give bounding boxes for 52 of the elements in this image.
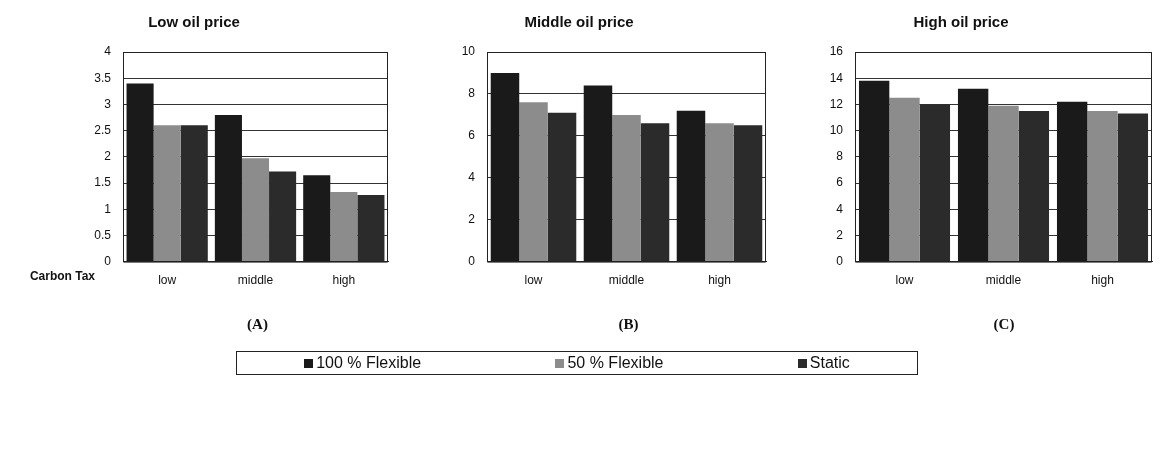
bar: [153, 125, 181, 262]
bar: [705, 123, 734, 262]
y-tick-label: 14: [829, 70, 844, 85]
y-tick-label: 0: [468, 253, 476, 268]
x-axis-title: Carbon Tax: [29, 268, 96, 283]
legend-label: 100 % Flexible: [315, 354, 422, 372]
chart-title: High oil price: [913, 13, 1009, 31]
y-tick-label: 4: [836, 201, 844, 216]
y-tick-label: 0: [836, 253, 844, 268]
y-tick-label: 6: [468, 128, 476, 143]
y-tick-label: 2: [104, 149, 112, 164]
bar: [612, 114, 641, 262]
x-tick-label: middle: [237, 273, 274, 288]
y-tick-label: 4: [104, 44, 112, 59]
bar: [519, 102, 548, 262]
y-tick-label: 8: [468, 86, 476, 101]
bar: [988, 105, 1019, 262]
y-tick-label: 0.5: [94, 227, 112, 242]
y-tick-label: 8: [836, 149, 844, 164]
text: (A): [246, 316, 269, 333]
text: (C): [992, 316, 1016, 333]
y-tick-label: 4: [468, 170, 476, 185]
y-tick-label: 10: [461, 44, 476, 59]
y-tick-label: 2.5: [94, 122, 112, 137]
text: (B): [617, 316, 640, 333]
y-tick-label: 16: [829, 44, 844, 59]
x-tick-label: low: [524, 273, 543, 288]
x-tick-label: high: [708, 273, 731, 288]
y-tick-label: 3.5: [94, 70, 112, 85]
y-tick-label: 1: [104, 201, 112, 216]
y-tick-label: 12: [829, 96, 844, 111]
y-tick-label: 2: [468, 211, 476, 226]
x-tick-label: middle: [985, 273, 1022, 288]
y-tick-label: 2: [836, 227, 844, 242]
y-tick-label: 3: [104, 96, 112, 111]
legend-label: 50 % Flexible: [566, 354, 664, 372]
x-tick-label: high: [1091, 273, 1114, 288]
bar: [330, 191, 358, 262]
x-tick-label: low: [158, 273, 177, 288]
x-tick-label: middle: [608, 273, 645, 288]
legend-label: Static: [808, 354, 850, 372]
y-tick-label: 0: [104, 253, 112, 268]
y-tick-label: 10: [829, 122, 844, 137]
bar: [241, 158, 270, 262]
x-tick-label: low: [895, 273, 914, 288]
x-tick-label: high: [332, 273, 356, 288]
bar: [1087, 110, 1118, 262]
chart-title: Low oil price: [148, 13, 240, 31]
y-tick-label: 6: [836, 175, 844, 190]
chart-title: Middle oil price: [524, 13, 634, 31]
y-tick-label: 1.5: [94, 175, 112, 190]
bar: [889, 97, 920, 262]
